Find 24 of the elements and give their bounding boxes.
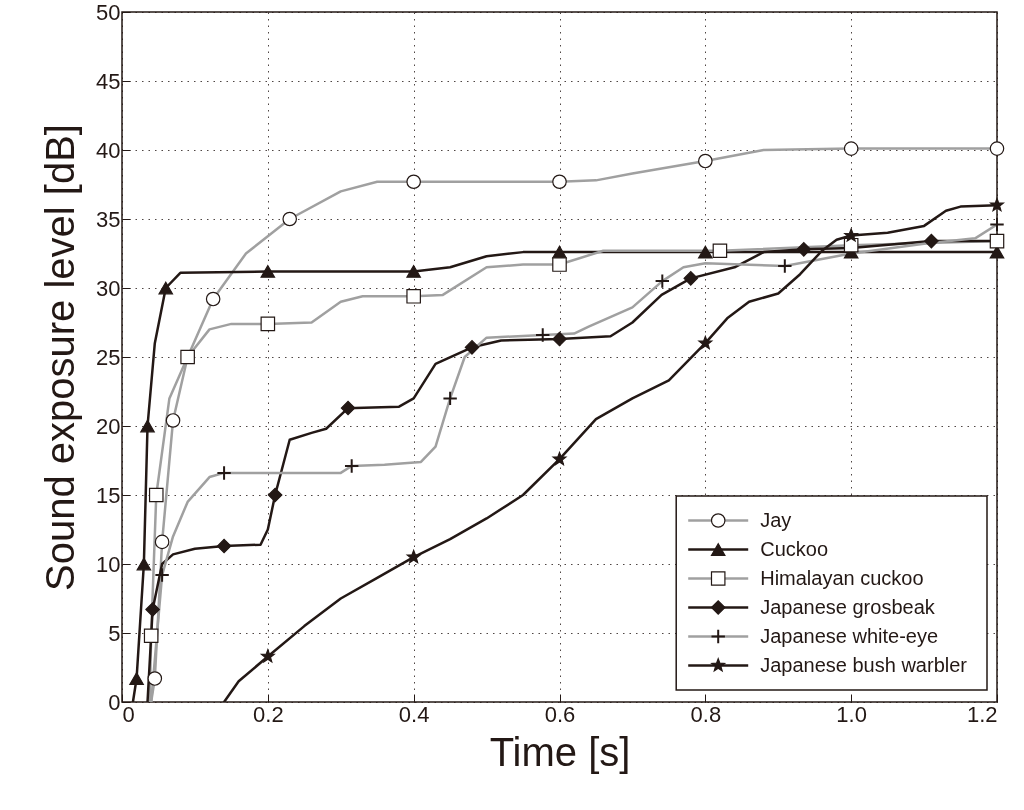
legend-label: Japanese bush warbler: [760, 653, 968, 676]
y-tick-label: 10: [96, 551, 121, 577]
x-tick-label: 0.2: [253, 701, 284, 727]
y-tick-label: 45: [96, 68, 121, 94]
y-tick-label: 25: [96, 344, 121, 370]
legend-label: Himalayan cuckoo: [760, 566, 924, 589]
y-tick-label: 40: [96, 137, 121, 163]
x-axis-title: Time [s]: [489, 729, 631, 774]
x-tick-label: 1.2: [966, 701, 998, 727]
legend-label: Jay: [760, 508, 792, 531]
legend-label: Japanese grosbeak: [760, 595, 936, 618]
x-tick-label: 0.8: [690, 701, 722, 727]
legend-label: Cuckoo: [760, 537, 829, 560]
y-tick-label: 20: [96, 413, 121, 439]
x-tick-label: 0.6: [544, 701, 576, 727]
y-tick-label: 15: [96, 482, 121, 508]
legend-label: Japanese white-eye: [760, 624, 939, 647]
y-tick-label: 30: [96, 275, 121, 301]
y-tick-label: 50: [96, 0, 121, 25]
x-tick-label: 0.4: [398, 701, 430, 727]
y-axis-title: Sound exposure level [dB]: [38, 124, 83, 591]
y-tick-label: 35: [96, 206, 121, 232]
y-tick-label: 5: [108, 620, 121, 646]
x-tick-label: 1.0: [836, 701, 867, 727]
